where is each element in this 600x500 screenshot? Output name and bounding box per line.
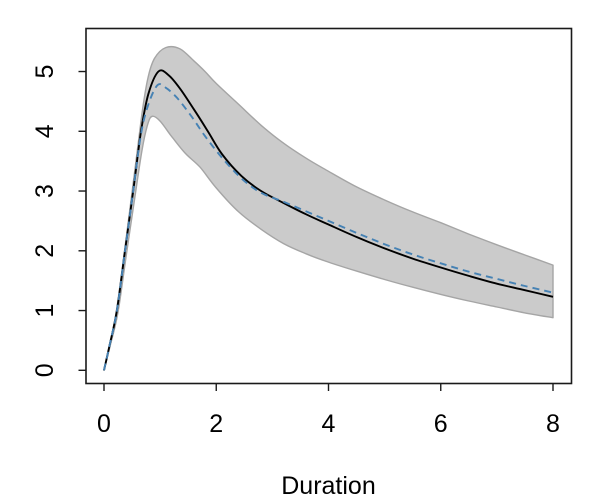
- x-axis-title: Duration: [281, 472, 376, 500]
- x-tick-label: 6: [434, 410, 448, 438]
- y-tick-label: 2: [31, 244, 59, 258]
- series-layer: [103, 69, 554, 371]
- y-tick-label: 3: [31, 184, 59, 198]
- x-tick-label: 8: [546, 410, 560, 438]
- y-tick-label: 5: [31, 65, 59, 79]
- axes-layer: Duration 0 2 4 6 8 0 1 2 3 4 5: [31, 27, 573, 500]
- confidence-band: [103, 45, 554, 371]
- x-tick-label: 2: [209, 410, 223, 438]
- band-layer: [103, 45, 554, 371]
- y-tick-label: 1: [31, 304, 59, 318]
- comparison-dashed-line: [103, 83, 554, 371]
- estimate-solid-line: [103, 69, 554, 371]
- y-tick-label: 0: [31, 363, 59, 377]
- x-tick-label: 0: [97, 410, 111, 438]
- x-tick-label: 4: [322, 410, 336, 438]
- y-tick-label: 4: [31, 124, 59, 138]
